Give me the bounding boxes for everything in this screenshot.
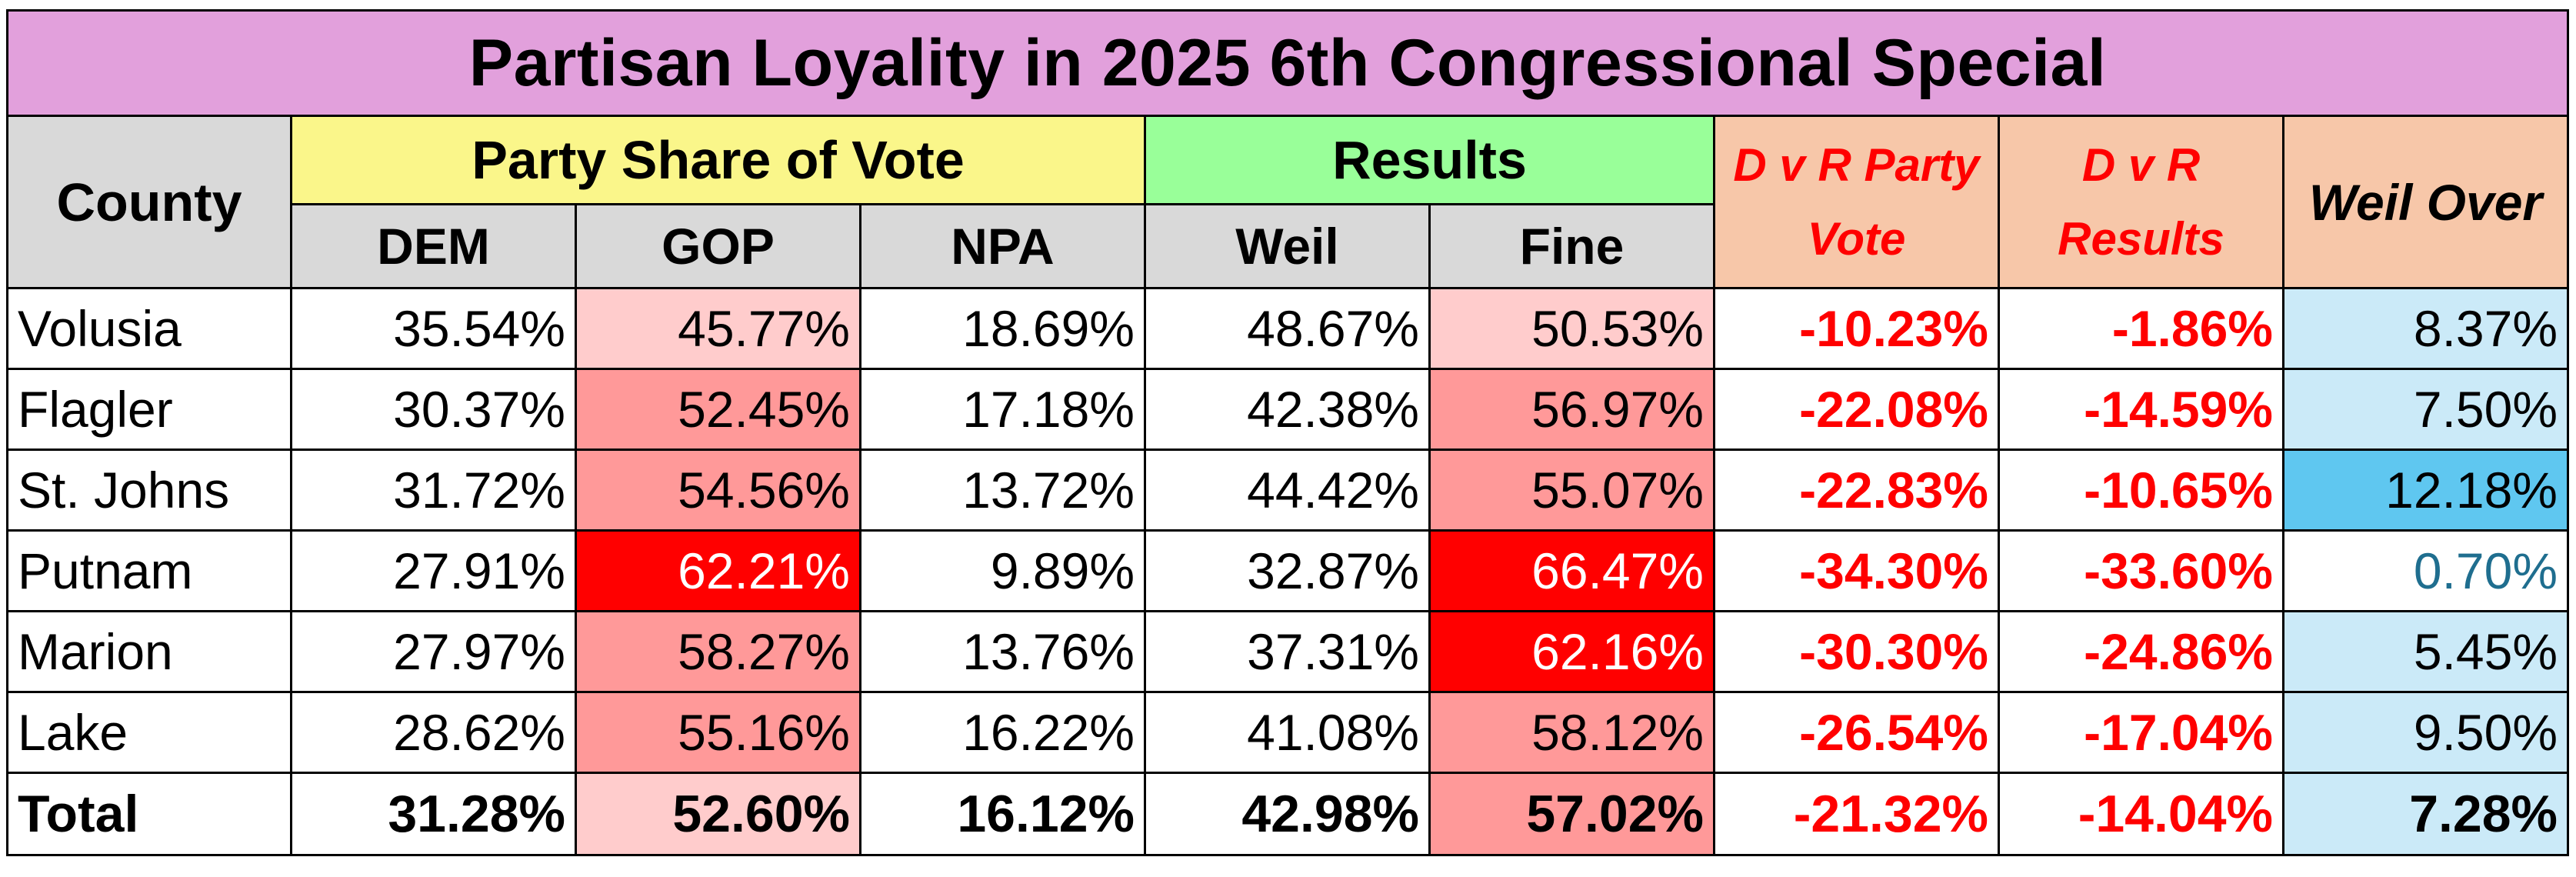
weil-over-header: Weil Over <box>2282 115 2569 289</box>
county-cell: Lake <box>6 691 292 774</box>
weil-cell: 37.31% <box>1144 610 1431 693</box>
dvr-results-cell: -33.60% <box>1998 529 2284 612</box>
dem-cell: 28.62% <box>290 691 577 774</box>
weil-over-cell: 12.18% <box>2282 449 2569 532</box>
dvr-results-line2: Results <box>2058 212 2224 265</box>
npa-cell: 16.22% <box>859 691 1146 774</box>
dvr-results-cell: -17.04% <box>1998 691 2284 774</box>
total-label: Total <box>6 772 292 856</box>
table-row: Lake 28.62% 55.16% 16.22% 41.08% 58.12% … <box>6 691 2569 774</box>
dvr-party-vote-header: D v R Party Vote <box>1713 115 2000 289</box>
table-row: Marion 27.97% 58.27% 13.76% 37.31% 62.16… <box>6 610 2569 693</box>
gop-cell: 52.45% <box>575 368 861 451</box>
gop-header: GOP <box>575 203 861 289</box>
total-weil-over: 7.28% <box>2282 772 2569 856</box>
total-weil: 42.98% <box>1144 772 1431 856</box>
weil-cell: 44.42% <box>1144 449 1431 532</box>
county-cell: Putnam <box>6 529 292 612</box>
gop-cell: 58.27% <box>575 610 861 693</box>
dvr-results-cell: -14.59% <box>1998 368 2284 451</box>
npa-cell: 17.18% <box>859 368 1146 451</box>
fine-cell: 58.12% <box>1428 691 1715 774</box>
total-row: Total 31.28% 52.60% 16.12% 42.98% 57.02%… <box>6 772 2569 856</box>
gop-cell: 55.16% <box>575 691 861 774</box>
table-row: St. Johns 31.72% 54.56% 13.72% 44.42% 55… <box>6 449 2569 532</box>
total-fine: 57.02% <box>1428 772 1715 856</box>
dvr-party-vote-line1: D v R Party <box>1733 138 1980 191</box>
npa-cell: 9.89% <box>859 529 1146 612</box>
dvr-party-cell: -30.30% <box>1713 610 2000 693</box>
fine-cell: 56.97% <box>1428 368 1715 451</box>
fine-header: Fine <box>1428 203 1715 289</box>
npa-cell: 13.72% <box>859 449 1146 532</box>
weil-over-cell: 9.50% <box>2282 691 2569 774</box>
dvr-results-cell: -10.65% <box>1998 449 2284 532</box>
dvr-party-cell: -22.08% <box>1713 368 2000 451</box>
dvr-results-cell: -1.86% <box>1998 287 2284 370</box>
weil-cell: 48.67% <box>1144 287 1431 370</box>
weil-cell: 41.08% <box>1144 691 1431 774</box>
party-share-header: Party Share of Vote <box>290 115 1146 205</box>
dvr-results-cell: -24.86% <box>1998 610 2284 693</box>
table-row: Flagler 30.37% 52.45% 17.18% 42.38% 56.9… <box>6 368 2569 451</box>
table-title: Partisan Loyality in 2025 6th Congressio… <box>6 9 2569 117</box>
table-row: Volusia 35.54% 45.77% 18.69% 48.67% 50.5… <box>6 287 2569 370</box>
npa-cell: 18.69% <box>859 287 1146 370</box>
fine-cell: 62.16% <box>1428 610 1715 693</box>
dem-cell: 31.72% <box>290 449 577 532</box>
weil-header: Weil <box>1144 203 1431 289</box>
dvr-party-cell: -10.23% <box>1713 287 2000 370</box>
total-dvr-party: -21.32% <box>1713 772 2000 856</box>
total-dvr-results: -14.04% <box>1998 772 2284 856</box>
gop-cell: 62.21% <box>575 529 861 612</box>
county-cell: Marion <box>6 610 292 693</box>
gop-cell: 45.77% <box>575 287 861 370</box>
dvr-party-cell: -22.83% <box>1713 449 2000 532</box>
gop-cell: 54.56% <box>575 449 861 532</box>
total-dem: 31.28% <box>290 772 577 856</box>
weil-over-cell: 8.37% <box>2282 287 2569 370</box>
weil-over-cell: 5.45% <box>2282 610 2569 693</box>
total-npa: 16.12% <box>859 772 1146 856</box>
county-cell: St. Johns <box>6 449 292 532</box>
fine-cell: 50.53% <box>1428 287 1715 370</box>
weil-over-cell: 0.70% <box>2282 529 2569 612</box>
dvr-party-vote-line2: Vote <box>1807 212 1906 265</box>
table-row: Putnam 27.91% 62.21% 9.89% 32.87% 66.47%… <box>6 529 2569 612</box>
dem-cell: 35.54% <box>290 287 577 370</box>
npa-cell: 13.76% <box>859 610 1146 693</box>
fine-cell: 55.07% <box>1428 449 1715 532</box>
dem-cell: 30.37% <box>290 368 577 451</box>
county-header: County <box>6 115 292 289</box>
dvr-results-header: D v R Results <box>1998 115 2284 289</box>
dem-header: DEM <box>290 203 577 289</box>
results-header: Results <box>1144 115 1715 205</box>
fine-cell: 66.47% <box>1428 529 1715 612</box>
county-cell: Volusia <box>6 287 292 370</box>
dvr-party-cell: -26.54% <box>1713 691 2000 774</box>
npa-header: NPA <box>859 203 1146 289</box>
partisan-loyalty-table: Partisan Loyality in 2025 6th Congressio… <box>6 9 2569 856</box>
weil-over-cell: 7.50% <box>2282 368 2569 451</box>
dvr-results-line1: D v R <box>2081 138 2201 191</box>
total-gop: 52.60% <box>575 772 861 856</box>
weil-cell: 32.87% <box>1144 529 1431 612</box>
dvr-party-cell: -34.30% <box>1713 529 2000 612</box>
weil-cell: 42.38% <box>1144 368 1431 451</box>
dem-cell: 27.97% <box>290 610 577 693</box>
dem-cell: 27.91% <box>290 529 577 612</box>
county-cell: Flagler <box>6 368 292 451</box>
